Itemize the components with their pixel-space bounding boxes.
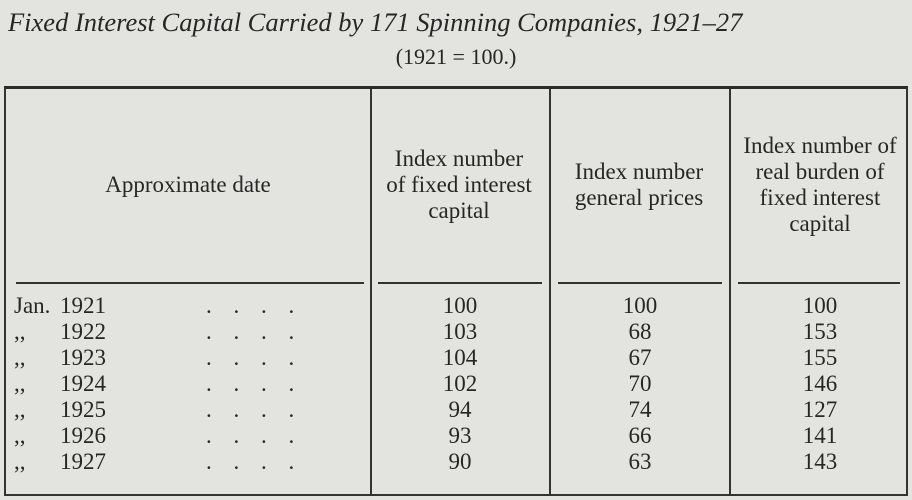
row-date-prefix: ,, [14, 423, 26, 448]
data-table: Approximate date Index number of fixed i… [4, 86, 908, 496]
table-title: Fixed Interest Capital Carried by 171 Sp… [8, 7, 743, 37]
table-row: ,, 1922 . . . . 103 68 153 [6, 319, 906, 344]
cell-fixed-capital: 102 [442, 371, 478, 396]
table-row: ,, 1923 . . . . 104 67 155 [6, 345, 906, 370]
leader-dots: . . . . [206, 371, 303, 396]
cell-general-prices: 63 [628, 449, 652, 474]
row-date: ,, 1922 [14, 319, 194, 344]
leader-dots: . . . . [206, 319, 303, 344]
header-rule [558, 282, 722, 284]
leader-dots: . . . . [206, 423, 303, 448]
cell-general-prices: 66 [628, 423, 652, 448]
cell-real-burden: 153 [802, 319, 838, 344]
column-divider [729, 89, 731, 494]
row-date-prefix: ,, [14, 397, 26, 422]
header-fixed-capital: Index number of fixed interest capital [386, 146, 532, 223]
header-real-burden: Index number of real burden of fixed int… [743, 133, 897, 236]
table-row: ,, 1925 . . . . 94 74 127 [6, 397, 906, 422]
row-date: ,, 1923 [14, 345, 194, 370]
header-rule [378, 282, 542, 284]
cell-fixed-capital: 90 [448, 449, 472, 474]
leader-dots: . . . . [206, 397, 303, 422]
cell-fixed-capital: 103 [442, 319, 478, 344]
cell-general-prices: 70 [628, 371, 652, 396]
row-date-prefix: ,, [14, 345, 26, 370]
header-rule [738, 282, 900, 284]
header-rule [16, 282, 364, 284]
leader-dots: . . . . [206, 345, 303, 370]
row-date-prefix: ,, [14, 371, 26, 396]
row-date: Jan. 1921 [14, 293, 194, 318]
row-year: 1925 [60, 397, 106, 422]
cell-real-burden: 143 [802, 449, 838, 474]
table-row: ,, 1927 . . . . 90 63 143 [6, 449, 906, 474]
row-year: 1922 [60, 319, 106, 344]
table-row: ,, 1924 . . . . 102 70 146 [6, 371, 906, 396]
leader-dots: . . . . [206, 293, 303, 318]
column-divider [549, 89, 551, 494]
cell-real-burden: 146 [802, 371, 838, 396]
cell-real-burden: 127 [802, 397, 838, 422]
cell-general-prices: 74 [628, 397, 652, 422]
cell-fixed-capital: 94 [448, 397, 472, 422]
row-date: ,, 1925 [14, 397, 194, 422]
row-year: 1924 [60, 371, 106, 396]
row-date: ,, 1924 [14, 371, 194, 396]
header-general-prices: Index number general prices [574, 159, 704, 210]
row-date-prefix: ,, [14, 319, 26, 344]
table-row: Jan. 1921 . . . . 100 100 100 [6, 293, 906, 318]
cell-fixed-capital: 104 [442, 345, 478, 370]
leader-dots: . . . . [206, 449, 303, 474]
row-year: 1926 [60, 423, 106, 448]
row-year: 1927 [60, 449, 106, 474]
header-approximate-date: Approximate date [105, 172, 271, 197]
column-divider [370, 89, 372, 494]
row-date-prefix: ,, [14, 449, 26, 474]
cell-general-prices: 100 [622, 293, 658, 318]
table-row: ,, 1926 . . . . 93 66 141 [6, 423, 906, 448]
row-year: 1923 [60, 345, 106, 370]
cell-fixed-capital: 100 [442, 293, 478, 318]
row-year: 1921 [60, 293, 106, 318]
row-date: ,, 1927 [14, 449, 194, 474]
table-subtitle: (1921 = 100.) [395, 44, 517, 69]
cell-real-burden: 100 [802, 293, 838, 318]
cell-general-prices: 67 [628, 345, 652, 370]
cell-general-prices: 68 [628, 319, 652, 344]
cell-real-burden: 155 [802, 345, 838, 370]
row-date-prefix: Jan. [14, 293, 51, 318]
cell-real-burden: 141 [802, 423, 838, 448]
row-date: ,, 1926 [14, 423, 194, 448]
cell-fixed-capital: 93 [448, 423, 472, 448]
